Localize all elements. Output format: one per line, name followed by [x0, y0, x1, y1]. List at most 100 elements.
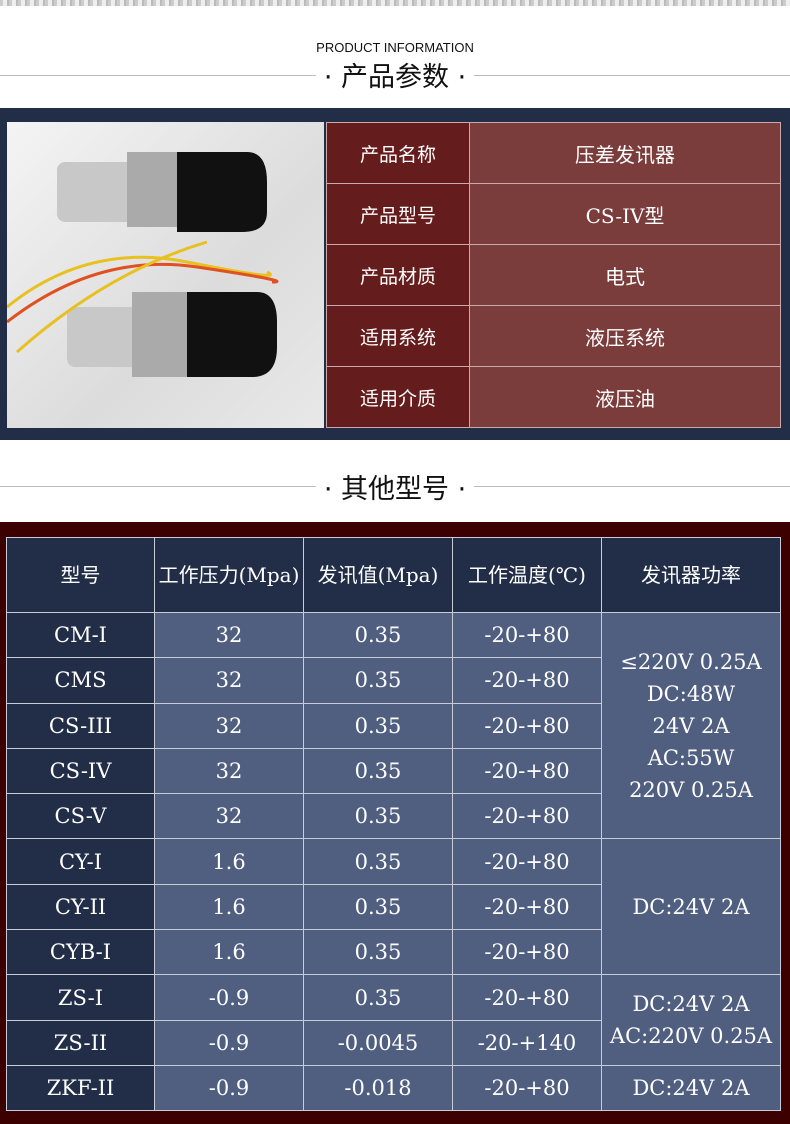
section-title: · 产品参数 ·	[315, 55, 475, 94]
cell-temp: -20-+80	[452, 611, 602, 659]
power-line: ≤220V 0.25A	[620, 649, 762, 674]
cell-pressure: 32	[154, 657, 304, 704]
info-label: 适用系统	[326, 305, 470, 367]
cell-signal: 0.35	[303, 702, 453, 749]
cell-signal: 0.35	[303, 929, 453, 976]
section-subtitle: PRODUCT INFORMATION	[316, 40, 474, 55]
product-info-panel: 产品名称 压差发讯器 产品型号 CS-IV型 产品材质 电式 适用系统 液压系统 适用介…	[0, 108, 790, 440]
cell-power: DC:24V 2A	[601, 1064, 781, 1112]
cell-signal: 0.35	[303, 747, 453, 795]
table-row: CMS 32 0.35 -20-+80	[6, 657, 781, 704]
info-row: 产品型号 CS-IV型	[326, 183, 781, 245]
product-photo	[6, 122, 324, 428]
cell-signal: 0.35	[303, 793, 453, 840]
cell-model: CY-I	[6, 838, 155, 885]
table-row: ZKF-II -0.9 -0.018 -20-+80 DC:24V 2A	[6, 1064, 781, 1112]
table-row: CS-V 32 0.35 -20-+80	[6, 793, 781, 840]
cell-signal: -0.018	[303, 1064, 453, 1112]
cell-model: CMS	[6, 657, 155, 704]
power-line: 24V 2A	[652, 713, 730, 738]
product-info-table: 产品名称 压差发讯器 产品型号 CS-IV型 产品材质 电式 适用系统 液压系统 适用介…	[326, 122, 781, 428]
cell-pressure: 1.6	[154, 883, 304, 931]
cell-signal: 0.35	[303, 657, 453, 704]
info-value: 液压油	[469, 366, 781, 428]
power-line: AC:220V 0.25A	[609, 1024, 773, 1049]
table-row: CY-II 1.6 0.35 -20-+80	[6, 883, 781, 931]
section-header-product-info: PRODUCT INFORMATION	[0, 40, 790, 55]
cell-temp: -20-+80	[452, 974, 602, 1021]
cell-model: ZS-I	[6, 974, 155, 1021]
cell-signal: 0.35	[303, 974, 453, 1021]
cell-power: ≤220V 0.25A DC:48W 24V 2A AC:55W 220V 0.25A	[601, 611, 781, 840]
cell-signal: 0.35	[303, 838, 453, 885]
cell-temp: -20-+140	[452, 1019, 602, 1066]
info-value: 液压系统	[469, 305, 781, 367]
info-value: 电式	[469, 244, 781, 306]
cell-power: DC:24V 2A	[601, 838, 781, 976]
cell-pressure: 1.6	[154, 838, 304, 885]
cell-model: CS-IV	[6, 747, 155, 795]
table-row: CS-IV 32 0.35 -20-+80	[6, 747, 781, 795]
power-line: DC:48W	[646, 681, 736, 706]
cell-model: ZKF-II	[6, 1064, 155, 1112]
info-row: 产品名称 压差发讯器	[326, 122, 781, 184]
cell-pressure: 1.6	[154, 929, 304, 976]
models-spec-table: 型号 工作压力(Mpa) 发讯值(Mpa) 工作温度(℃) 发讯器功率 CM-I…	[6, 537, 781, 1112]
power-line: 220V 0.25A	[629, 777, 753, 802]
cell-temp: -20-+80	[452, 793, 602, 840]
power-line: DC:24V 2A	[632, 992, 750, 1017]
info-value: 压差发讯器	[469, 122, 781, 184]
cell-power: DC:24V 2A AC:220V 0.25A	[601, 974, 781, 1066]
table-row: CY-I 1.6 0.35 -20-+80 DC:24V 2A	[6, 838, 781, 976]
table-row: ZS-II -0.9 -0.0045 -20-+140	[6, 1019, 781, 1066]
col-header-power: 发讯器功率	[601, 537, 781, 613]
cell-model: CS-V	[6, 793, 155, 840]
cell-temp: -20-+80	[452, 929, 602, 976]
power-line: DC:24V 2A	[632, 1076, 750, 1101]
cell-signal: -0.0045	[303, 1019, 453, 1066]
cell-signal: 0.35	[303, 611, 453, 659]
col-header-temp: 工作温度(℃)	[452, 537, 602, 613]
info-row: 适用介质 液压油	[326, 366, 781, 428]
cell-model: CS-III	[6, 702, 155, 749]
cell-pressure: -0.9	[154, 1064, 304, 1112]
top-texture-strip	[0, 0, 790, 6]
table-row: CS-III 32 0.35 -20-+80	[6, 702, 781, 749]
col-header-signal: 发讯值(Mpa)	[303, 537, 453, 613]
cell-temp: -20-+80	[452, 657, 602, 704]
cell-pressure: 32	[154, 793, 304, 840]
cell-temp: -20-+80	[452, 883, 602, 931]
power-line: DC:24V 2A	[632, 894, 750, 919]
cell-pressure: -0.9	[154, 1019, 304, 1066]
info-row: 产品材质 电式	[326, 244, 781, 306]
info-label: 产品型号	[326, 183, 470, 245]
cell-model: CY-II	[6, 883, 155, 931]
power-line: AC:55W	[647, 745, 735, 770]
table-header-row: 型号 工作压力(Mpa) 发讯值(Mpa) 工作温度(℃) 发讯器功率	[6, 537, 781, 613]
info-label: 产品材质	[326, 244, 470, 306]
cell-pressure: 32	[154, 702, 304, 749]
pressure-switch-image	[6, 152, 279, 377]
table-row: CYB-I 1.6 0.35 -20-+80	[6, 929, 781, 976]
table-row: CM-I 32 0.35 -20-+80 ≤220V 0.25A DC:48W 24V 2A…	[6, 611, 781, 840]
cell-signal: 0.35	[303, 883, 453, 931]
cell-pressure: 32	[154, 747, 304, 795]
col-header-pressure: 工作压力(Mpa)	[154, 537, 304, 613]
col-header-model: 型号	[6, 537, 155, 613]
cell-temp: -20-+80	[452, 747, 602, 795]
info-value: CS-IV型	[469, 183, 781, 245]
cell-temp: -20-+80	[452, 838, 602, 885]
info-label: 适用介质	[326, 366, 470, 428]
cell-model: CM-I	[6, 611, 155, 659]
cell-temp: -20-+80	[452, 702, 602, 749]
info-label: 产品名称	[326, 122, 470, 184]
table-row: ZS-I -0.9 0.35 -20-+80 DC:24V 2A AC:220V 0.25…	[6, 974, 781, 1066]
cell-temp: -20-+80	[452, 1064, 602, 1112]
info-row: 适用系统 液压系统	[326, 305, 781, 367]
cell-pressure: -0.9	[154, 974, 304, 1021]
section-title-other-models: · 其他型号 ·	[315, 467, 475, 506]
other-models-panel: 型号 工作压力(Mpa) 发讯值(Mpa) 工作温度(℃) 发讯器功率 CM-I…	[0, 522, 790, 1124]
cell-model: CYB-I	[6, 929, 155, 976]
cell-model: ZS-II	[6, 1019, 155, 1066]
cell-pressure: 32	[154, 611, 304, 659]
